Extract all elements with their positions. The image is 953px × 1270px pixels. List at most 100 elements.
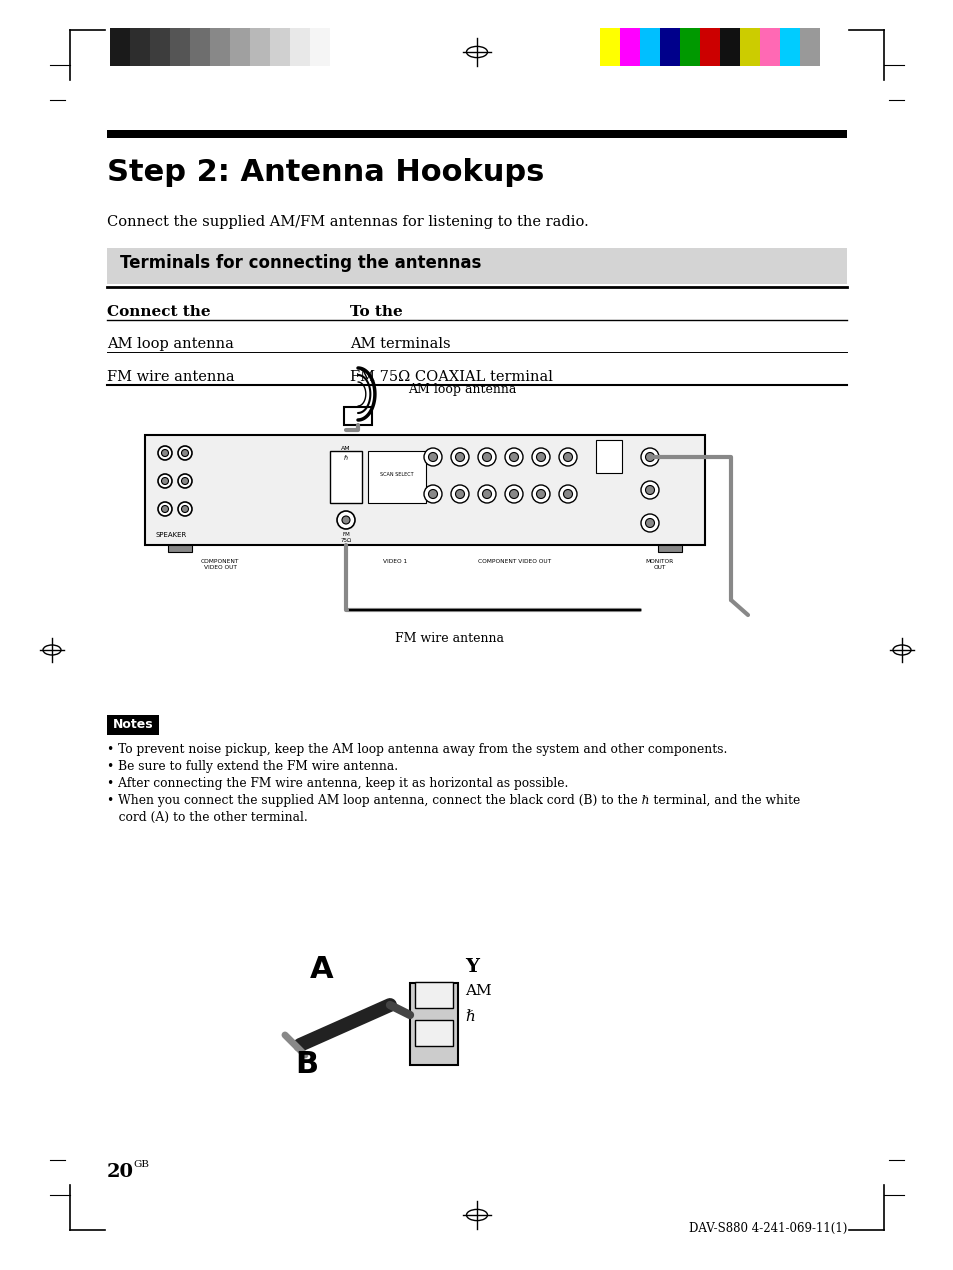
- Circle shape: [532, 448, 550, 466]
- Circle shape: [482, 489, 491, 499]
- Text: COMPONENT VIDEO OUT: COMPONENT VIDEO OUT: [478, 559, 551, 564]
- Text: ℏ: ℏ: [344, 456, 348, 461]
- Bar: [700, 28, 720, 66]
- Text: AM loop antenna: AM loop antenna: [408, 384, 516, 396]
- Text: 20: 20: [107, 1163, 133, 1181]
- Bar: [344, 406, 372, 425]
- Text: • Be sure to fully extend the FM wire antenna.: • Be sure to fully extend the FM wire an…: [107, 759, 397, 773]
- Circle shape: [181, 478, 189, 484]
- Circle shape: [482, 452, 491, 461]
- Circle shape: [509, 452, 518, 461]
- Text: ℏ: ℏ: [464, 1010, 475, 1024]
- Circle shape: [563, 452, 572, 461]
- Circle shape: [536, 489, 545, 499]
- Circle shape: [161, 505, 169, 513]
- Circle shape: [451, 485, 469, 503]
- Bar: [800, 28, 820, 66]
- Circle shape: [455, 489, 464, 499]
- Circle shape: [451, 448, 469, 466]
- Circle shape: [423, 485, 441, 503]
- Text: AM: AM: [464, 984, 491, 998]
- Circle shape: [423, 448, 441, 466]
- Bar: [415, 1020, 453, 1046]
- Bar: [270, 28, 290, 66]
- Circle shape: [428, 489, 437, 499]
- Text: B: B: [294, 1050, 317, 1080]
- Bar: [415, 982, 453, 1008]
- Bar: [145, 436, 704, 545]
- Text: DAV-S880 4-241-069-11(1): DAV-S880 4-241-069-11(1): [688, 1222, 846, 1234]
- Text: • To prevent noise pickup, keep the AM loop antenna away from the system and oth: • To prevent noise pickup, keep the AM l…: [107, 743, 726, 756]
- Circle shape: [181, 505, 189, 513]
- Text: GB: GB: [132, 1160, 149, 1168]
- Text: AM loop antenna: AM loop antenna: [107, 337, 233, 351]
- Circle shape: [158, 474, 172, 488]
- Bar: [130, 28, 150, 66]
- Circle shape: [178, 474, 192, 488]
- Text: AM: AM: [341, 447, 351, 452]
- Text: COMPONENT
VIDEO OUT: COMPONENT VIDEO OUT: [200, 559, 239, 570]
- Circle shape: [504, 485, 522, 503]
- Circle shape: [563, 489, 572, 499]
- Circle shape: [158, 502, 172, 516]
- Circle shape: [558, 448, 577, 466]
- Circle shape: [640, 481, 659, 499]
- Circle shape: [181, 450, 189, 456]
- Circle shape: [336, 511, 355, 530]
- Text: VIDEO 1: VIDEO 1: [382, 559, 407, 564]
- Circle shape: [504, 448, 522, 466]
- Bar: [599, 28, 619, 66]
- Text: FM wire antenna: FM wire antenna: [107, 370, 234, 384]
- Circle shape: [161, 478, 169, 484]
- Bar: [190, 28, 210, 66]
- Circle shape: [532, 485, 550, 503]
- Text: SCAN SELECT: SCAN SELECT: [380, 472, 414, 478]
- Bar: [760, 28, 780, 66]
- Text: • When you connect the supplied AM loop antenna, connect the black cord (B) to t: • When you connect the supplied AM loop …: [107, 794, 800, 806]
- Bar: [679, 28, 700, 66]
- Bar: [150, 28, 170, 66]
- Bar: [230, 28, 250, 66]
- Text: • After connecting the FM wire antenna, keep it as horizontal as possible.: • After connecting the FM wire antenna, …: [107, 777, 568, 790]
- Circle shape: [341, 516, 350, 525]
- Bar: [658, 545, 681, 552]
- Bar: [168, 545, 192, 552]
- Circle shape: [455, 452, 464, 461]
- Text: FM
75Ω: FM 75Ω: [340, 532, 352, 542]
- Text: AM terminals: AM terminals: [350, 337, 450, 351]
- Circle shape: [161, 450, 169, 456]
- Circle shape: [558, 485, 577, 503]
- Text: Connect the: Connect the: [107, 305, 211, 319]
- Bar: [290, 28, 310, 66]
- Bar: [410, 983, 457, 1066]
- Text: Terminals for connecting the antennas: Terminals for connecting the antennas: [120, 254, 481, 272]
- Text: SPEAKER: SPEAKER: [155, 532, 187, 538]
- Circle shape: [645, 518, 654, 527]
- Circle shape: [477, 485, 496, 503]
- Bar: [107, 715, 159, 735]
- Text: Step 2: Antenna Hookups: Step 2: Antenna Hookups: [107, 157, 544, 187]
- Bar: [639, 28, 659, 66]
- Bar: [659, 28, 679, 66]
- Bar: [110, 28, 130, 66]
- Text: MONITOR
OUT: MONITOR OUT: [645, 559, 674, 570]
- Text: Connect the supplied AM/FM antennas for listening to the radio.: Connect the supplied AM/FM antennas for …: [107, 215, 588, 229]
- Bar: [310, 28, 330, 66]
- Circle shape: [640, 448, 659, 466]
- Text: FM 75Ω COAXIAL terminal: FM 75Ω COAXIAL terminal: [350, 370, 553, 384]
- Circle shape: [640, 514, 659, 532]
- Bar: [596, 439, 621, 472]
- Bar: [720, 28, 740, 66]
- Bar: [107, 130, 846, 138]
- Text: Y: Y: [464, 958, 478, 977]
- Circle shape: [536, 452, 545, 461]
- Bar: [107, 248, 846, 284]
- Bar: [170, 28, 190, 66]
- Circle shape: [178, 502, 192, 516]
- Text: FM wire antenna: FM wire antenna: [395, 631, 504, 644]
- Circle shape: [477, 448, 496, 466]
- Bar: [780, 28, 800, 66]
- Bar: [740, 28, 760, 66]
- Circle shape: [158, 446, 172, 460]
- Circle shape: [178, 446, 192, 460]
